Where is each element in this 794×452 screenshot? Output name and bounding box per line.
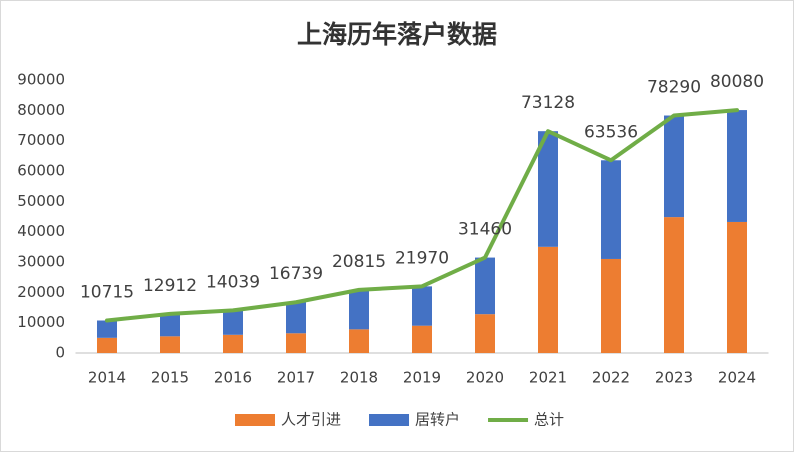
y-tick-label: 70000: [17, 131, 65, 149]
y-tick-label: 10000: [17, 313, 65, 331]
data-label: 20815: [332, 252, 386, 272]
bar-segment: [160, 336, 180, 353]
bar-segment: [664, 217, 684, 353]
y-tick-label: 60000: [17, 162, 65, 180]
x-tick-label: 2019: [403, 369, 441, 387]
total-line: [105, 108, 739, 323]
bar-segment: [223, 334, 243, 353]
chart-title: 上海历年落户数据: [297, 20, 497, 49]
x-tick-label: 2016: [214, 369, 252, 387]
x-tick-label: 2023: [655, 369, 693, 387]
x-tick-label: 2015: [151, 369, 189, 387]
bar-segment: [412, 325, 432, 353]
x-tick-label: 2014: [88, 369, 126, 387]
bar-segment: [286, 302, 306, 334]
y-tick-label: 90000: [17, 71, 65, 89]
bar-segment: [475, 257, 495, 315]
data-label: 16739: [269, 264, 323, 284]
bar-segment: [475, 314, 495, 353]
y-tick-label: 50000: [17, 192, 65, 210]
data-label: 31460: [458, 220, 512, 240]
x-tick-label: 2018: [340, 369, 378, 387]
data-label: 80080: [710, 72, 764, 92]
legend-label: 人才引进: [281, 411, 341, 429]
data-label: 12912: [143, 276, 197, 296]
data-label: 21970: [395, 248, 449, 268]
bar-segment: [349, 289, 369, 330]
legend-label: 总计: [534, 411, 564, 429]
legend-swatch: [369, 414, 410, 426]
legend-swatch: [235, 414, 275, 426]
bar-segment: [727, 221, 747, 353]
data-label: 63536: [584, 122, 638, 142]
bar-segment: [97, 337, 117, 353]
bar-segment: [160, 313, 180, 337]
data-label: 78290: [647, 78, 701, 98]
bar-segment: [538, 131, 558, 247]
bar-segment: [97, 320, 117, 338]
bar-segment: [664, 115, 684, 218]
x-tick-label: 2017: [277, 369, 315, 387]
bar-segment: [727, 110, 747, 222]
bar-segment: [223, 310, 243, 335]
y-tick-label: 30000: [17, 253, 65, 271]
bar-segment: [601, 258, 621, 353]
bar-segment: [349, 329, 369, 353]
x-tick-label: 2021: [529, 369, 567, 387]
y-tick-label: 20000: [17, 283, 65, 301]
y-tick-label: 0: [55, 344, 65, 362]
bar-segment: [601, 160, 621, 259]
y-tick-label: 40000: [17, 222, 65, 240]
x-tick-label: 2020: [466, 369, 504, 387]
data-label: 10715: [80, 282, 134, 302]
x-tick-label: 2022: [592, 369, 630, 387]
bar-segment: [412, 286, 432, 326]
y-tick-label: 80000: [17, 101, 65, 119]
bar-segment: [286, 333, 306, 353]
legend-label: 居转户: [415, 411, 460, 429]
data-label: 14039: [206, 272, 260, 292]
data-label: 73128: [521, 93, 575, 113]
bar-segment: [538, 246, 558, 353]
x-tick-label: 2024: [718, 369, 756, 387]
